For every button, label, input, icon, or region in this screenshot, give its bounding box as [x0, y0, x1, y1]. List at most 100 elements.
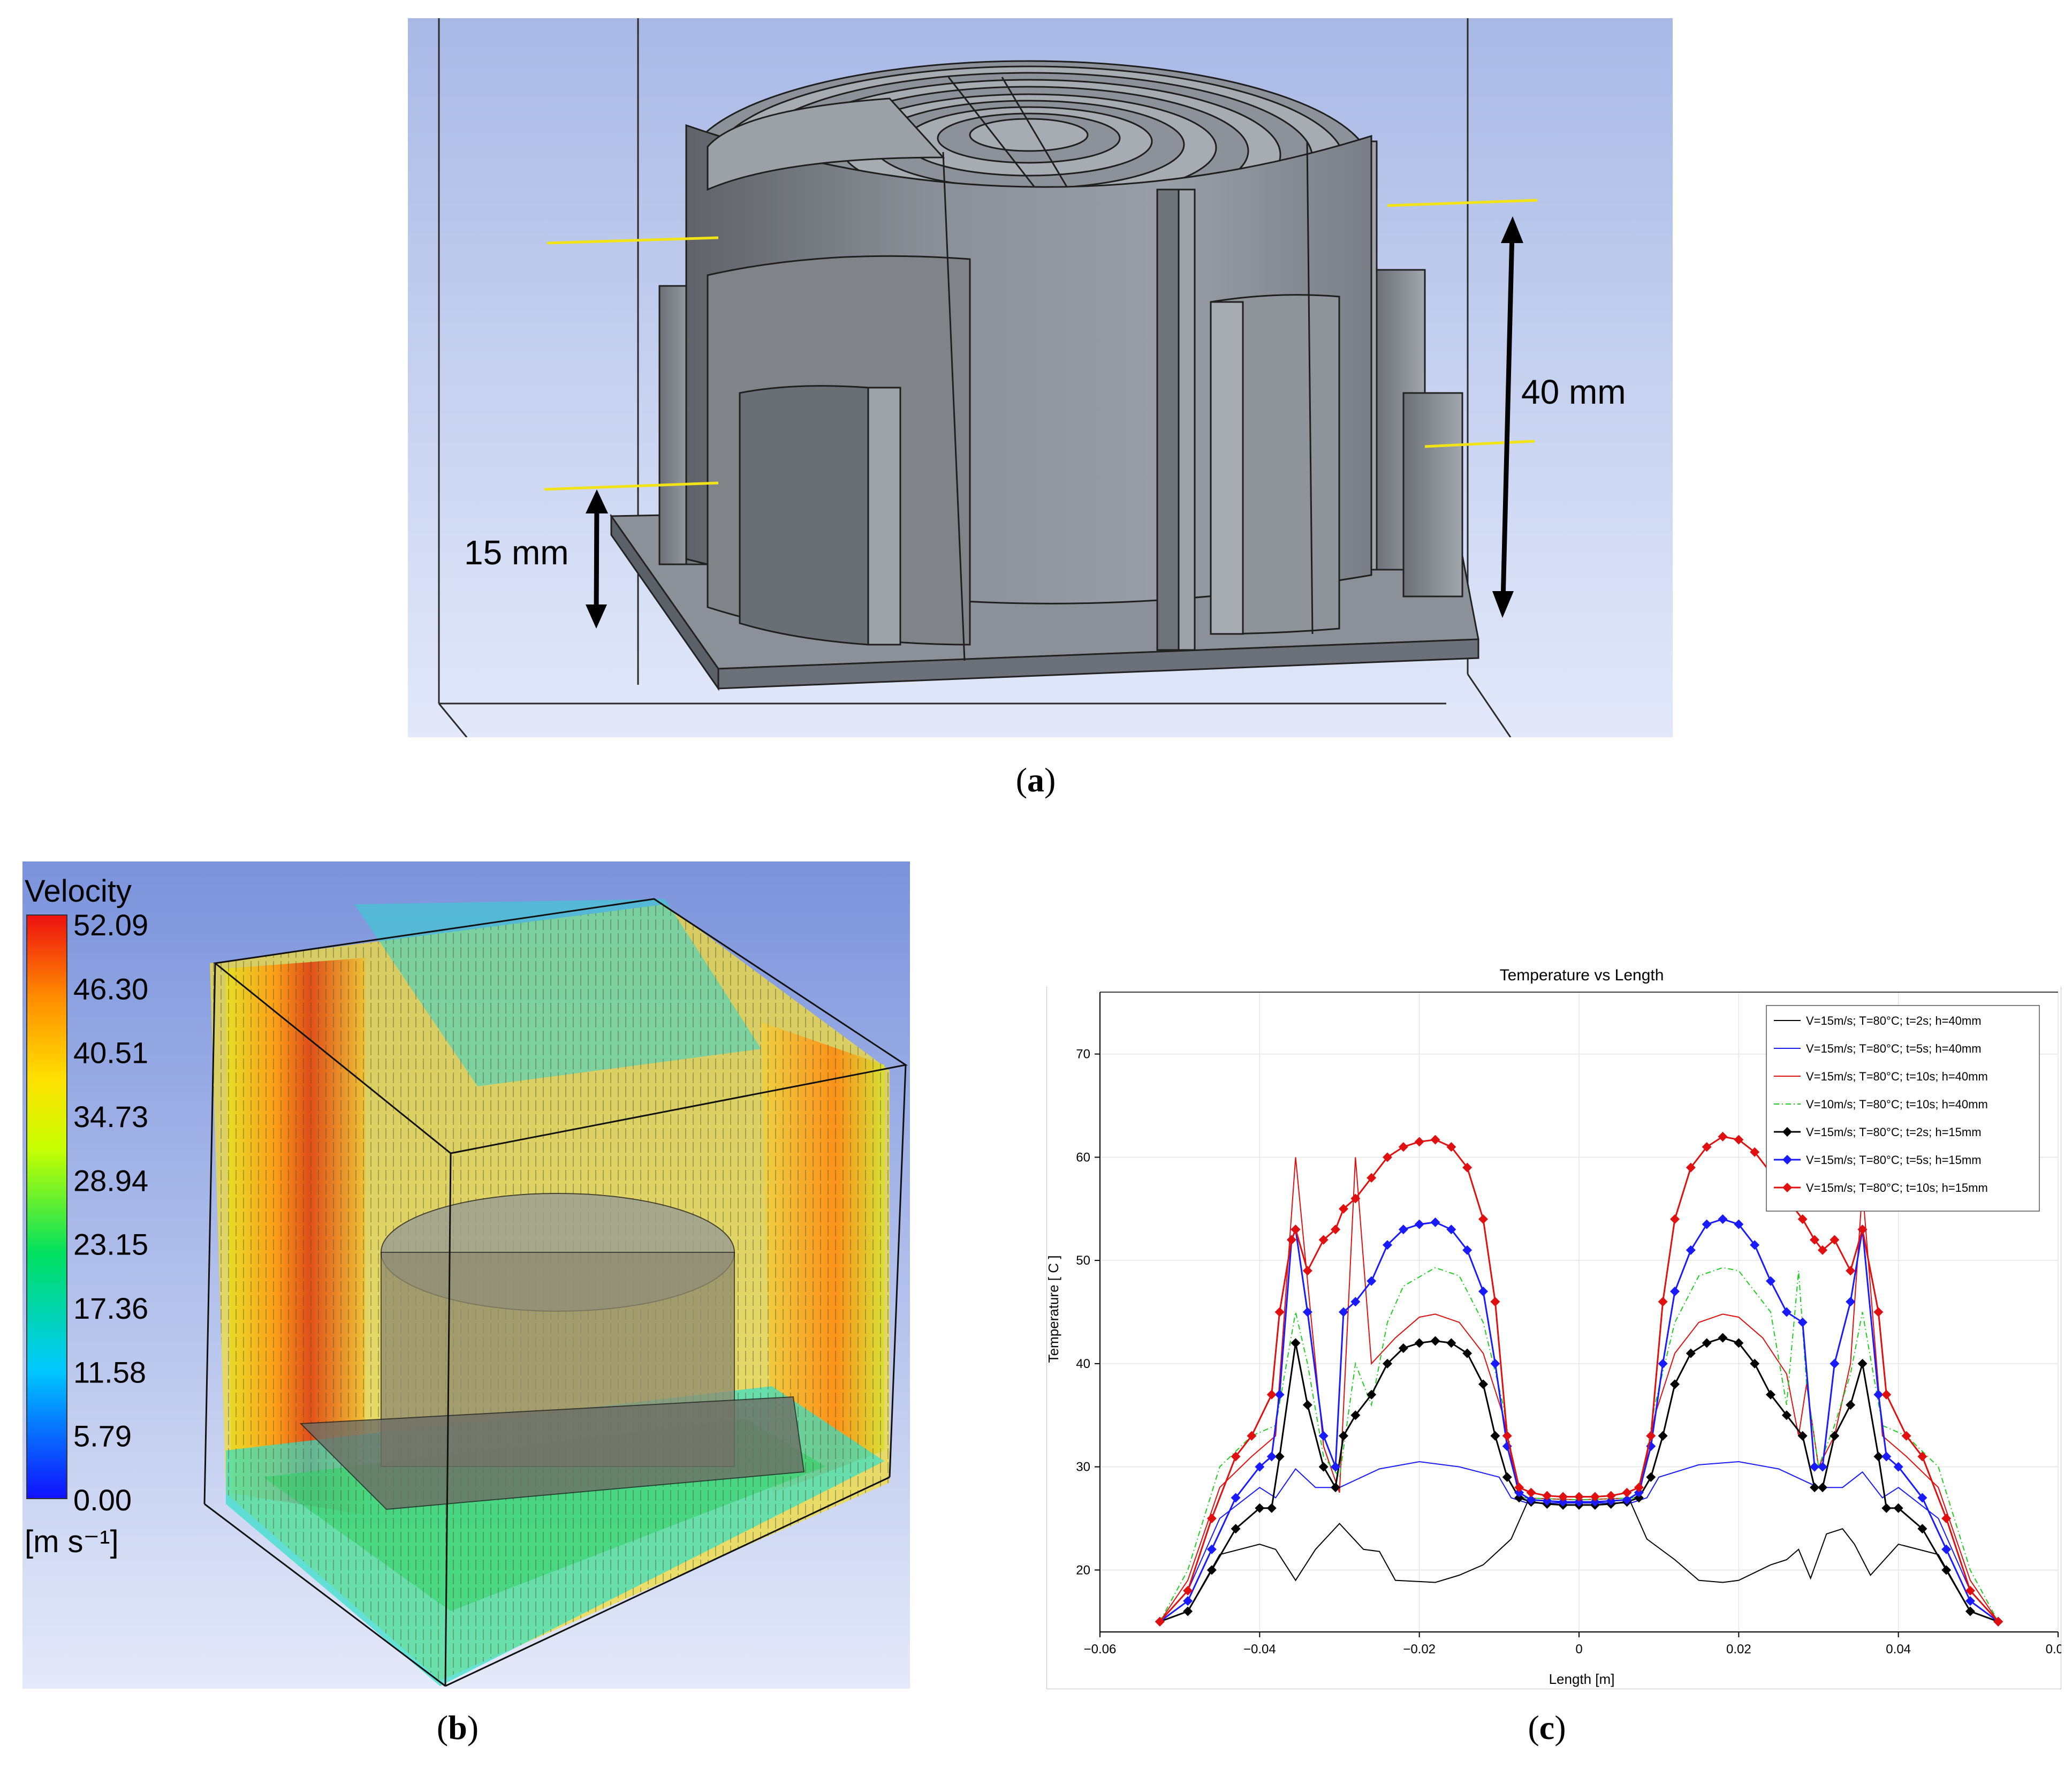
- data-point: [1338, 1307, 1348, 1317]
- dimension-label-15mm: 15 mm: [464, 533, 569, 572]
- data-point: [1383, 1358, 1392, 1369]
- legend-label: V=15m/s; T=80°C; t=10s; h=40mm: [1806, 1070, 1988, 1083]
- data-point: [1817, 1462, 1827, 1472]
- x-tick-label: 0: [1575, 1642, 1582, 1657]
- chart-axes: −0.06 −0.04 −0.02 0 0.02 0.04 0.06 20 30 40 50 60 70: [1076, 992, 2070, 1657]
- y-tick-label: 60: [1076, 1150, 1090, 1165]
- data-point: [1750, 1147, 1760, 1157]
- data-point: [1478, 1214, 1488, 1224]
- data-point: [1338, 1431, 1348, 1441]
- data-point: [1558, 1492, 1568, 1502]
- legend-tick-label: 11.58: [73, 1355, 146, 1389]
- data-point: [1670, 1286, 1680, 1296]
- y-tick-label: 70: [1076, 1047, 1090, 1062]
- data-point: [1634, 1487, 1644, 1498]
- legend-entry: V=15m/s; T=80°C; t=5s; h=40mm: [1774, 1042, 1982, 1055]
- data-point: [1941, 1565, 1952, 1575]
- data-point: [1274, 1389, 1285, 1400]
- data-point: [1718, 1214, 1728, 1224]
- data-point: [1331, 1483, 1341, 1493]
- data-point: [1810, 1462, 1820, 1472]
- data-point: [1414, 1219, 1424, 1229]
- data-point: [1514, 1483, 1524, 1493]
- panel-a: 40 mm 15 mm: [408, 18, 1673, 738]
- data-point: [1917, 1493, 1927, 1503]
- data-point: [1490, 1358, 1500, 1369]
- data-point: [1893, 1462, 1903, 1472]
- data-point: [1686, 1348, 1696, 1358]
- data-point: [1430, 1336, 1440, 1346]
- data-point: [1686, 1162, 1696, 1173]
- data-point: [1206, 1565, 1217, 1575]
- data-point: [1734, 1219, 1744, 1229]
- data-point: [1398, 1224, 1408, 1235]
- data-point: [1514, 1487, 1524, 1498]
- data-point: [1574, 1497, 1584, 1507]
- data-point: [1846, 1400, 1856, 1410]
- data-point: [1634, 1493, 1644, 1503]
- data-point: [1490, 1297, 1500, 1307]
- data-point: [1750, 1240, 1760, 1250]
- data-point: [1658, 1297, 1668, 1307]
- colorbar: [26, 914, 67, 1499]
- data-point: [1781, 1410, 1792, 1420]
- data-point: [1846, 1266, 1856, 1276]
- data-point: [1873, 1389, 1884, 1400]
- data-point: [1255, 1462, 1265, 1472]
- measurement-lines: [544, 199, 1538, 491]
- data-point: [1338, 1204, 1348, 1214]
- data-point: [1718, 1131, 1728, 1141]
- data-point: [1917, 1452, 1927, 1462]
- y-tick-label: 20: [1076, 1563, 1090, 1577]
- legend-tick-label: 28.94: [73, 1163, 148, 1197]
- data-point: [1183, 1596, 1193, 1606]
- data-point: [1646, 1431, 1656, 1441]
- legend-tick-label: 23.15: [73, 1228, 148, 1261]
- legend-tick-label: 34.73: [73, 1100, 148, 1133]
- data-point: [1846, 1297, 1856, 1307]
- data-point: [1302, 1307, 1312, 1317]
- legend-entry: V=15m/s; T=80°C; t=2s; h=15mm: [1774, 1125, 1982, 1139]
- legend-label: V=10m/s; T=80°C; t=10s; h=40mm: [1806, 1098, 1988, 1111]
- legend-label: V=15m/s; T=80°C; t=5s; h=15mm: [1806, 1153, 1982, 1167]
- heat-sink-geometry-render: 40 mm 15 mm: [408, 18, 1673, 738]
- data-point: [1478, 1286, 1488, 1296]
- y-tick-label: 30: [1076, 1460, 1090, 1475]
- data-point: [1606, 1491, 1616, 1501]
- data-point: [1206, 1544, 1217, 1554]
- data-point: [1558, 1497, 1568, 1507]
- panel-b: Velocity 52.09 46.30 40.51 34.73 28.94 23.15 1…: [22, 861, 910, 1689]
- data-point: [1183, 1606, 1193, 1616]
- data-point: [1318, 1431, 1329, 1441]
- data-point: [1446, 1142, 1456, 1152]
- data-point: [1965, 1606, 1975, 1616]
- data-point: [1622, 1495, 1632, 1505]
- data-point: [1734, 1135, 1744, 1145]
- legend-marker: [1782, 1127, 1792, 1137]
- legend-label: V=15m/s; T=80°C; t=10s; h=15mm: [1806, 1181, 1988, 1195]
- data-point: [1367, 1173, 1377, 1183]
- data-point: [1291, 1224, 1301, 1235]
- data-point: [1702, 1338, 1712, 1348]
- data-point: [1817, 1483, 1827, 1493]
- data-point: [1490, 1431, 1500, 1441]
- data-point: [1881, 1389, 1892, 1400]
- data-point: [1881, 1503, 1892, 1513]
- data-point: [1941, 1544, 1952, 1554]
- data-point: [1993, 1616, 2003, 1627]
- data-point: [1398, 1142, 1408, 1152]
- data-point: [1893, 1503, 1903, 1513]
- data-point: [1702, 1219, 1712, 1229]
- legend-tick-label: 0.00: [73, 1483, 132, 1517]
- y-tick-label: 40: [1076, 1357, 1090, 1371]
- data-point: [1266, 1389, 1277, 1400]
- data-point: [1810, 1483, 1820, 1493]
- caption-a: (a): [1015, 761, 1056, 799]
- legend-entry: V=15m/s; T=80°C; t=5s; h=15mm: [1774, 1153, 1982, 1167]
- data-point: [1670, 1214, 1680, 1224]
- data-point: [1766, 1389, 1775, 1400]
- caption-b: (b): [436, 1708, 479, 1747]
- legend-label: V=15m/s; T=80°C; t=2s; h=40mm: [1806, 1014, 1982, 1027]
- data-point: [1350, 1410, 1361, 1420]
- data-point: [1206, 1513, 1217, 1523]
